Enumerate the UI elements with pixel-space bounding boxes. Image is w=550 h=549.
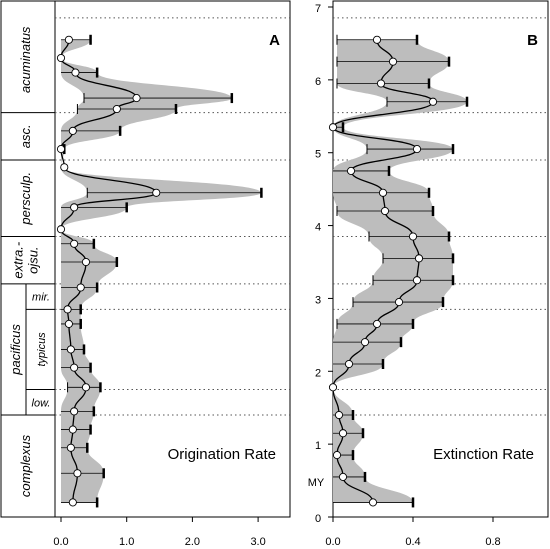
zone-label: persculp.	[18, 172, 33, 226]
panel-label: B	[527, 32, 538, 49]
zone-label-group: asc.	[18, 124, 33, 148]
data-point	[412, 145, 422, 154]
x-tick-label: 2.0	[185, 536, 200, 548]
data-point	[380, 206, 390, 216]
y-tick-label: 3	[315, 294, 321, 306]
y-axis-label: MY	[308, 477, 325, 489]
zone-label-group: pacificus	[8, 324, 23, 376]
subzone-label-group: typicus	[36, 332, 48, 367]
x-tick-label: 0.0	[53, 536, 68, 548]
subzone-label-group: low.	[32, 397, 51, 409]
data-point	[338, 472, 348, 481]
data-point	[64, 35, 73, 44]
y-tick-label: 4	[315, 222, 321, 234]
data-point	[334, 410, 344, 420]
data-point	[81, 383, 91, 392]
data-point	[376, 79, 386, 88]
y-tick-label: 7	[315, 3, 321, 15]
data-point	[152, 188, 161, 197]
subzone-label: typicus	[36, 332, 48, 367]
data-point	[378, 188, 388, 197]
subzone-label: mir.	[32, 292, 50, 304]
data-point	[388, 57, 398, 66]
data-point	[372, 319, 382, 328]
data-point	[71, 68, 80, 77]
data-point	[70, 203, 79, 212]
x-tick-label: 0.8	[485, 536, 500, 548]
data-point	[66, 345, 75, 354]
panel-frame	[332, 0, 549, 518]
data-point	[76, 283, 85, 292]
data-point	[328, 123, 338, 132]
subzone-label-group: mir.	[32, 292, 50, 304]
zone-label: ojsu.	[26, 246, 41, 273]
data-point	[360, 338, 370, 347]
panel-a: 0.0 1.0 2.0 3.0 A Origination Rate	[53, 0, 291, 548]
data-point	[56, 225, 66, 234]
zone-label: pacificus	[8, 324, 23, 376]
data-point	[68, 498, 77, 507]
data-point	[60, 163, 69, 172]
data-point	[56, 53, 66, 63]
y-tick-label: 6	[315, 76, 321, 88]
panel-b: 0.0 0.4 0.8 B Extinction Rate	[325, 0, 549, 548]
data-point	[344, 359, 354, 369]
zone-label-group: persculp.	[18, 172, 33, 226]
zone-label: extra.-	[11, 241, 26, 279]
data-point	[63, 305, 72, 314]
zone-label: complexus	[18, 434, 33, 497]
data-point	[414, 254, 424, 263]
data-point	[66, 443, 75, 452]
y-tick-label: 1	[315, 440, 321, 452]
data-point	[412, 276, 422, 285]
y-tick-label: 0	[315, 513, 321, 525]
data-point	[68, 425, 77, 434]
data-point	[394, 298, 404, 307]
panel-title: Extinction Rate	[433, 446, 534, 463]
panel-title: Origination Rate	[168, 446, 276, 463]
data-point	[68, 126, 77, 135]
panel-label: A	[269, 32, 280, 49]
data-point	[428, 97, 438, 106]
data-point	[70, 239, 79, 248]
data-point	[70, 407, 79, 416]
data-point	[338, 429, 348, 438]
data-point	[372, 35, 382, 44]
data-point	[56, 145, 66, 154]
panel-frame	[54, 0, 291, 518]
data-point	[408, 232, 418, 241]
zone-label-group: acuminatus	[18, 26, 33, 93]
data-point	[73, 469, 82, 478]
data-point	[81, 257, 91, 267]
data-point	[132, 94, 141, 103]
x-tick-label: 3.0	[250, 536, 265, 548]
confidence-band	[61, 39, 262, 503]
subzone-label: low.	[32, 397, 51, 409]
zone-label: asc.	[18, 124, 33, 148]
x-tick-label: 0.0	[325, 536, 340, 548]
zone-label-group: extra.- ojsu.	[11, 241, 41, 279]
confidence-band	[333, 39, 467, 503]
y-tick-label: 5	[315, 149, 321, 161]
data-point	[70, 363, 79, 372]
data-point	[332, 451, 342, 460]
data-point	[368, 498, 378, 507]
data-point	[328, 383, 338, 392]
y-tick-label: 2	[315, 367, 321, 379]
zone-label: acuminatus	[18, 26, 33, 93]
zone-label-group: complexus	[18, 434, 33, 497]
data-point	[64, 319, 73, 328]
data-point	[112, 104, 121, 114]
x-tick-label: 1.0	[119, 536, 134, 548]
x-tick-label: 0.4	[405, 536, 420, 548]
data-point	[346, 166, 356, 175]
